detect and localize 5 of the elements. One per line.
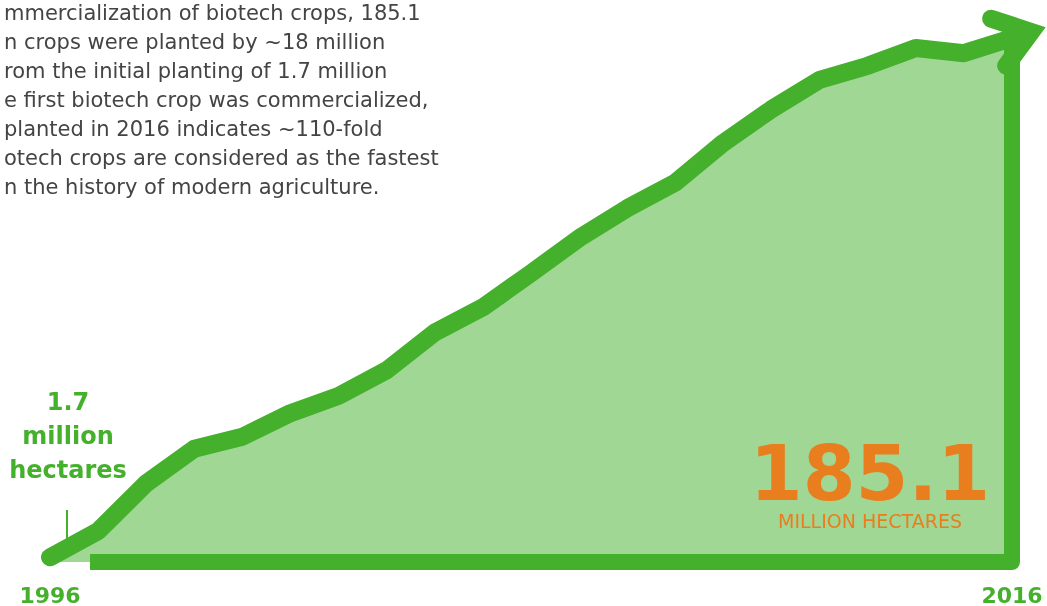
annotation: 1.7 million hectares [9, 388, 127, 484]
x-tick-label: 1996 [19, 583, 81, 606]
annotation: 185.1 MILLION HECTARES [749, 429, 991, 532]
annotation: mmercialization of biotech crops, 185.1 n crops were planted by ~18 million rom the initial planting of 1.7 million e first biotech crop was commercialized, planted in 2016 indicates ~110-fold otech crops are considered as the fastest n the history of modern agriculture. [4, 1, 439, 199]
x-tick-label: 2016 [981, 583, 1043, 606]
